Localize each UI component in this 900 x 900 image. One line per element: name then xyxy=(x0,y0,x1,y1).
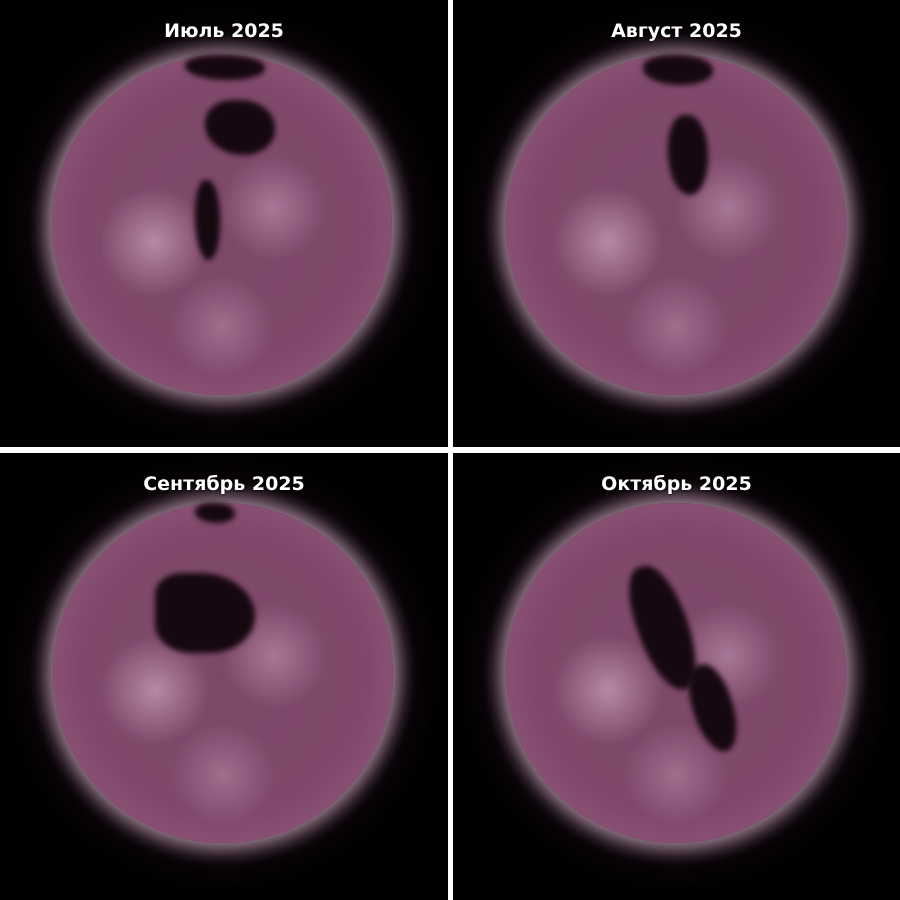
coronal-hole xyxy=(155,573,255,653)
coronal-hole xyxy=(195,503,235,523)
sun-image-september: Сентябрь 2025 xyxy=(0,453,448,900)
solar-disk xyxy=(53,503,393,843)
sun-image-august: Август 2025 xyxy=(453,0,900,447)
panel-label: Октябрь 2025 xyxy=(601,473,752,495)
coronal-hole xyxy=(668,115,708,195)
coronal-hole xyxy=(195,180,220,260)
panel-label: Сентябрь 2025 xyxy=(143,473,305,495)
sun-image-july: Июль 2025 xyxy=(0,0,448,447)
coronal-hole xyxy=(205,100,275,155)
coronal-hole xyxy=(185,55,265,80)
sun-image-october: Октябрь 2025 xyxy=(453,453,900,900)
panel-label: Июль 2025 xyxy=(164,20,284,42)
coronal-hole xyxy=(643,55,713,85)
panel-label: Август 2025 xyxy=(611,20,742,42)
solar-disk xyxy=(506,55,846,395)
